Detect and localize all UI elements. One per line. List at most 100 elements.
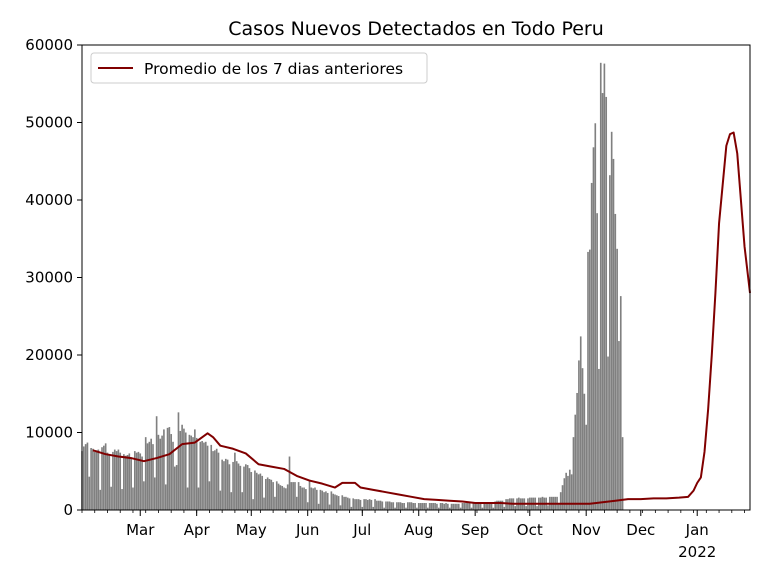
bar (292, 482, 294, 510)
bar (496, 500, 498, 510)
bar (290, 482, 293, 510)
bar (317, 503, 320, 510)
bar (152, 444, 154, 511)
bar (217, 452, 220, 510)
bar (492, 507, 495, 510)
bar (470, 507, 473, 510)
bar (614, 213, 617, 510)
bar (146, 443, 149, 510)
bar (568, 469, 571, 510)
bar (215, 448, 218, 510)
bar (306, 502, 309, 510)
bar (208, 481, 211, 510)
bar (194, 429, 196, 510)
bar (305, 489, 307, 510)
bar (315, 489, 318, 510)
bar (463, 503, 466, 510)
bar (441, 503, 444, 510)
bar (410, 502, 413, 510)
bar (312, 488, 314, 510)
bar (601, 93, 604, 511)
bar (297, 482, 300, 510)
bar (232, 461, 234, 510)
bar (206, 445, 209, 510)
bar (115, 451, 118, 510)
bar (343, 496, 345, 510)
bar (113, 449, 116, 510)
bar (144, 437, 147, 510)
bar (235, 461, 238, 510)
bar (559, 492, 562, 510)
bar (295, 496, 298, 510)
bar (184, 432, 187, 510)
bar (123, 454, 125, 510)
bar (430, 503, 433, 510)
bar (164, 484, 167, 510)
bar (223, 461, 225, 510)
bar (308, 479, 311, 510)
y-tick-label: 60000 (25, 36, 73, 54)
bar (126, 454, 129, 510)
bar (610, 131, 613, 511)
bar (450, 503, 453, 510)
average-line (92, 131, 751, 505)
bar (155, 416, 158, 510)
bar (570, 474, 573, 510)
bar (403, 503, 405, 510)
bar (499, 500, 502, 510)
x-tick-label: Aug (404, 521, 433, 539)
bar (272, 482, 274, 510)
bar (561, 485, 564, 510)
bar (605, 96, 608, 511)
bar (254, 470, 256, 510)
bar (383, 507, 385, 510)
bar (259, 473, 262, 510)
bar (128, 453, 131, 510)
bar (334, 494, 336, 510)
bar (423, 503, 426, 510)
y-tick-label: 50000 (25, 114, 73, 132)
x-tick-label: May (236, 521, 267, 539)
x-tick-label: Jan (685, 521, 709, 539)
bar (265, 479, 267, 510)
bar (397, 502, 400, 510)
bar (170, 434, 173, 510)
bar (104, 443, 107, 510)
bar (190, 435, 193, 510)
bar (448, 507, 451, 510)
bar (237, 463, 240, 510)
bar (328, 504, 331, 510)
bar (224, 458, 227, 510)
bar (401, 503, 404, 510)
bar (241, 492, 243, 510)
bar (619, 296, 622, 510)
bar (443, 503, 446, 510)
y-tick-label: 30000 (25, 269, 73, 287)
bar (396, 502, 398, 510)
bar (346, 497, 349, 510)
bar (454, 503, 456, 510)
bar (370, 499, 373, 510)
bar (124, 455, 127, 510)
bar (594, 123, 597, 511)
bar (143, 481, 145, 510)
bar (392, 502, 395, 510)
bar (365, 499, 367, 510)
bar (263, 497, 265, 510)
bar (201, 441, 203, 510)
bar (112, 451, 114, 511)
bar (589, 249, 591, 510)
bar (536, 506, 538, 511)
bar (381, 501, 384, 510)
bar (179, 430, 182, 510)
legend-label-average: Promedio de los 7 dias anteriores (144, 60, 403, 78)
bar (348, 498, 351, 511)
y-tick-label: 0 (63, 501, 73, 519)
bar (565, 472, 567, 510)
bar (558, 504, 560, 510)
bar (186, 487, 189, 510)
bar (352, 498, 355, 511)
bar (421, 503, 424, 510)
bar (494, 501, 496, 510)
